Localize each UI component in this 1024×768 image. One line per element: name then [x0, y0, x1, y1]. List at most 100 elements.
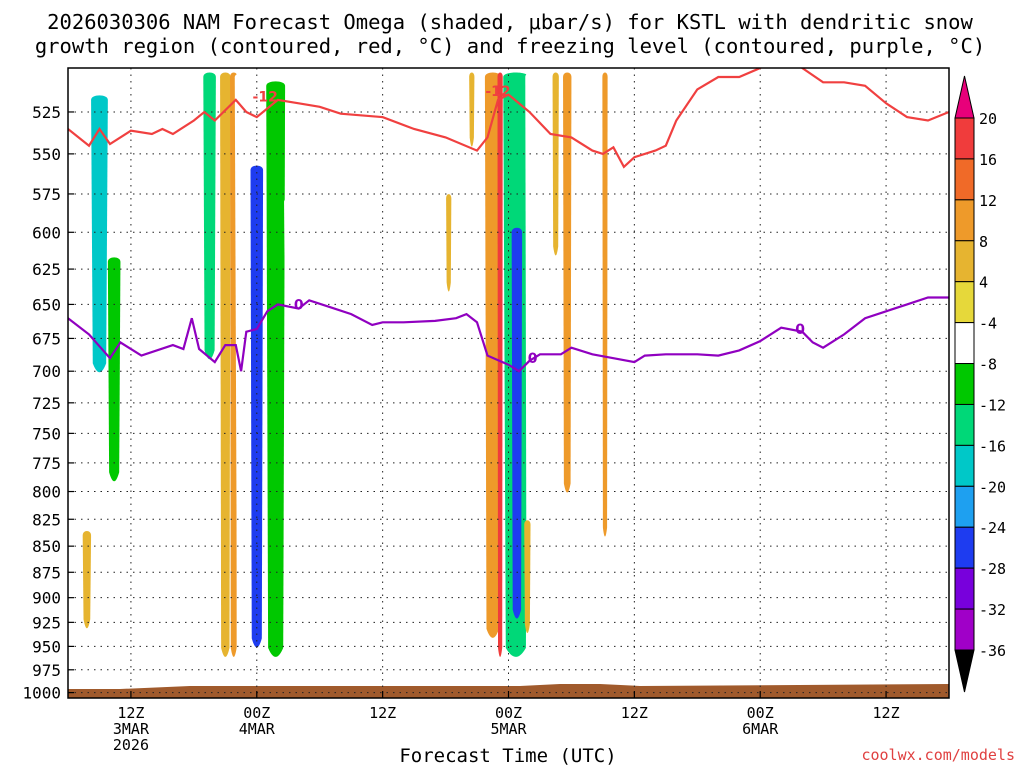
omega-band [497, 72, 503, 657]
x-tick-label: 00Z [243, 704, 270, 722]
omega-band [617, 481, 626, 604]
x-tick-label: 5MAR [490, 720, 527, 738]
y-axis: 525 550 575 600 625 650 675 700 725 750 775 800 825 8… [22, 103, 74, 703]
contour-label: -12 [485, 84, 510, 100]
y-tick-label: 1000 [22, 684, 61, 703]
colorbar-segment [954, 567, 975, 610]
colorbar-label: -28 [979, 560, 1006, 578]
colorbar-segment [954, 199, 975, 242]
colorbar-bottom-arrow [954, 649, 975, 693]
y-tick-label: 625 [32, 260, 61, 279]
colorbar-segment [954, 158, 975, 201]
contour-label: -12 [253, 89, 278, 105]
grid-lines [68, 68, 949, 698]
y-tick-label: 675 [32, 329, 61, 348]
x-tick-label: 00Z [495, 704, 522, 722]
x-tick-label: 00Z [747, 704, 774, 722]
omega-band [524, 520, 531, 634]
contour-line [68, 296, 949, 373]
y-tick-label: 725 [32, 394, 61, 413]
colorbar-label: -12 [979, 396, 1006, 414]
omega-band [460, 366, 469, 493]
y-tick-label: 850 [32, 537, 61, 556]
y-tick-label: 650 [32, 295, 61, 314]
omega-band [292, 464, 306, 648]
colorbar-segment [954, 526, 975, 569]
y-tick-label: 900 [32, 589, 61, 608]
chart-title-line1: 2026030306 NAM Forecast Omega (shaded, μ… [47, 10, 973, 34]
colorbar-segment [954, 403, 975, 446]
y-tick-label: 575 [32, 185, 61, 204]
omega-band [91, 95, 108, 373]
colorbar-label: -8 [979, 356, 997, 374]
colorbar-segment [954, 485, 975, 528]
contour-label: 0 [795, 322, 805, 338]
y-tick-label: 775 [32, 454, 61, 473]
omega-band [131, 173, 137, 373]
colorbar-label: 12 [979, 192, 997, 210]
omega-band [552, 72, 559, 256]
colorbar-label: -20 [979, 478, 1006, 496]
x-tick-label: 3MAR [113, 720, 150, 738]
x-tick-label: 12Z [873, 704, 900, 722]
colorbar-label: 20 [979, 110, 997, 128]
colorbar-label: 8 [979, 233, 988, 251]
colorbar-segment [954, 240, 975, 283]
x-axis-title: Forecast Time (UTC) [399, 745, 616, 767]
x-tick-label: 12Z [621, 704, 648, 722]
omega-band [220, 72, 231, 657]
omega-band [107, 257, 121, 482]
omega-band [484, 72, 501, 638]
contour-line [68, 68, 949, 169]
colorbar-label: -4 [979, 315, 997, 333]
omega-band [203, 72, 216, 360]
colorbar-segment [954, 322, 975, 365]
colorbar-legend: 20 16 12 8 4 -4 -8 -12 -16 -20 -24 -28 -32 -36 [954, 75, 1006, 693]
y-tick-label: 875 [32, 563, 61, 582]
colorbar-label: -24 [979, 519, 1006, 537]
colorbar-top-arrow [954, 75, 975, 119]
omega-band [266, 81, 286, 657]
x-tick-label: 6MAR [742, 720, 779, 738]
colorbar-segment [954, 117, 975, 160]
colorbar-segment [954, 608, 975, 651]
omega-band [563, 72, 572, 493]
colorbar-segment [954, 444, 975, 487]
x-tick-label: 12Z [369, 704, 396, 722]
colorbar-label: -32 [979, 601, 1006, 619]
y-tick-label: 525 [32, 103, 61, 122]
y-tick-label: 700 [32, 362, 61, 381]
credit-text: coolwx.com/models [861, 746, 1015, 764]
colorbar-segment [954, 363, 975, 405]
omega-band [82, 530, 92, 629]
omega-band [469, 72, 475, 147]
y-tick-label: 925 [32, 613, 61, 632]
y-tick-label: 825 [32, 510, 61, 529]
y-tick-label: 750 [32, 424, 61, 443]
colorbar-label: -16 [979, 437, 1006, 455]
temperature-contours: -12 -12 0 0 0 [68, 68, 949, 373]
omega-band [345, 404, 353, 619]
y-tick-label: 800 [32, 483, 61, 502]
y-tick-label: 950 [32, 637, 61, 656]
omega-band [602, 72, 608, 537]
contour-label: 0 [528, 351, 538, 367]
omega-band [284, 197, 303, 447]
y-tick-label: 975 [32, 661, 61, 680]
omega-band [511, 227, 523, 619]
chart-title-line2: growth region (contoured, red, °C) and f… [35, 34, 985, 58]
contour-label: 0 [294, 297, 304, 313]
y-tick-label: 600 [32, 223, 61, 242]
colorbar-label: 16 [979, 151, 997, 169]
omega-band [446, 194, 452, 292]
colorbar-label: -36 [979, 642, 1006, 660]
y-tick-label: 550 [32, 145, 61, 164]
omega-shading [82, 72, 626, 657]
colorbar-label: 4 [979, 274, 988, 292]
colorbar-segment [954, 281, 975, 324]
x-tick-label: 12Z [117, 704, 144, 722]
x-tick-label: 2026 [113, 736, 149, 754]
x-tick-label: 4MAR [239, 720, 276, 738]
